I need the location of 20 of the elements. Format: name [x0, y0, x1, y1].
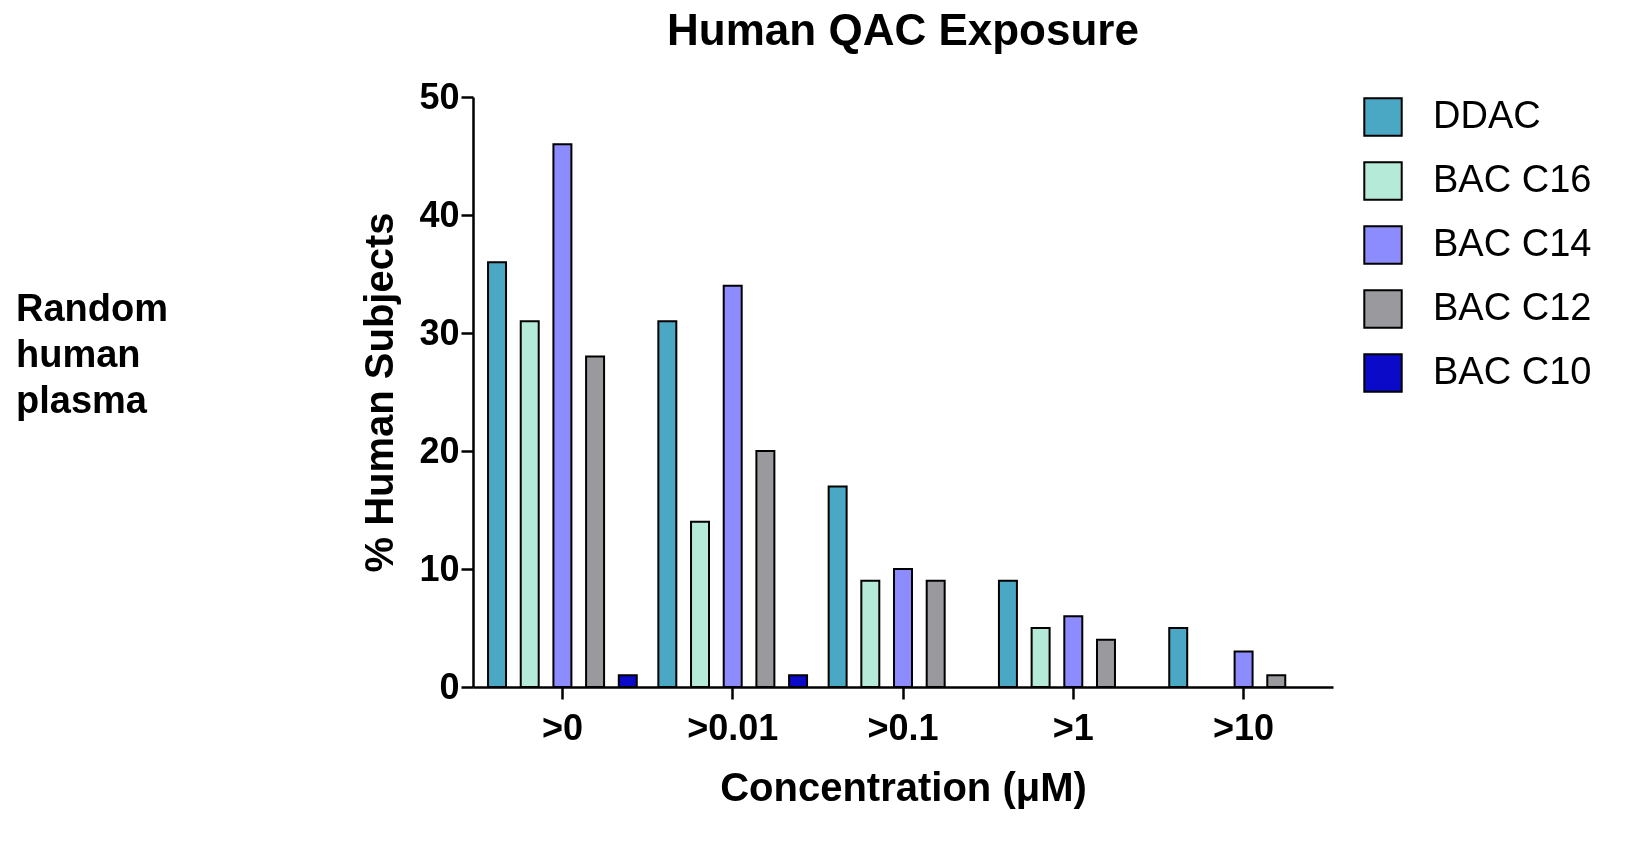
- x-tick-label: >10: [1213, 706, 1275, 748]
- y-axis-title: % Human Subjects: [357, 212, 402, 573]
- legend-label: BAC C10: [1433, 350, 1592, 392]
- legend-label: BAC C12: [1433, 286, 1592, 328]
- x-tick-label: >0.01: [687, 706, 779, 748]
- chart-title: Human QAC Exposure: [667, 5, 1139, 54]
- y-tick-label: 10: [419, 547, 460, 589]
- x-tick-label: >0.1: [867, 706, 939, 748]
- y-tick-label: 30: [419, 311, 460, 353]
- x-tick-label: >0: [541, 706, 583, 748]
- x-tick-label: >1: [1052, 706, 1094, 748]
- legend-label: BAC C14: [1433, 222, 1592, 264]
- y-tick-label: 50: [419, 75, 460, 117]
- legend-label: BAC C16: [1433, 158, 1592, 200]
- legend-label: DDAC: [1433, 94, 1541, 136]
- text: Random human plasma: [16, 286, 169, 423]
- x-axis-title: Concentration (μM): [720, 764, 1087, 809]
- y-tick-label: 20: [419, 429, 460, 471]
- y-tick-label: 0: [439, 665, 460, 707]
- y-tick-label: 40: [419, 193, 460, 235]
